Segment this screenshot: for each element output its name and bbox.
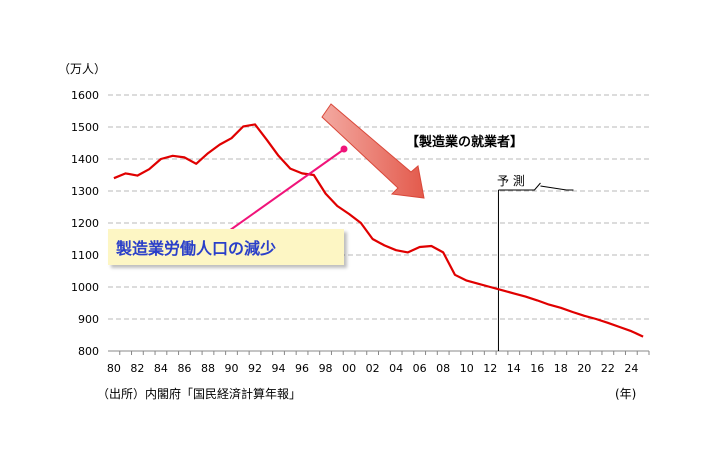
x-tick-marks [119,351,650,355]
y-tick-label: 1100 [71,249,99,262]
x-tick-label: 94 [272,362,286,375]
x-tick-label: 22 [601,362,615,375]
x-tick-label: 82 [130,362,144,375]
x-tick-label: 10 [460,362,474,375]
y-axis-unit-label: （万人） [58,62,107,76]
y-tick-label: 1200 [71,217,99,230]
y-tick-labels: 800 900 1000 1100 1200 1300 1400 1500 1600 [71,89,99,358]
y-tick-label: 1300 [71,185,99,198]
gridlines [108,94,649,352]
forecast-label: 予 測 [497,174,525,188]
annotation-callout: 製造業労働人口の減少 [108,229,344,265]
x-tick-label: 08 [436,362,450,375]
downward-trend-arrow [321,103,425,199]
x-tick-label: 98 [319,362,333,375]
y-tick-label: 1600 [71,89,99,102]
x-tick-label: 92 [248,362,262,375]
y-tick-label: 800 [78,345,99,358]
x-tick-label: 06 [413,362,427,375]
callout-pointer-line [225,149,344,234]
x-tick-label: 96 [295,362,309,375]
chart-title: 【製造業の就業者】 [406,135,524,150]
y-tick-label: 1500 [71,121,99,134]
x-tick-labels: 80 82 84 86 88 90 92 94 96 98 00 02 04 06 08 10 12 14 16 18… [107,362,638,375]
x-tick-label: 00 [342,362,356,375]
source-note: （出所）内閣府「国民経済計算年報」 [97,387,302,401]
x-tick-label: 02 [366,362,380,375]
x-tick-label: 20 [577,362,591,375]
x-tick-label: 14 [507,362,521,375]
x-tick-label: 88 [201,362,215,375]
x-tick-label: 24 [624,362,638,375]
x-tick-label: 90 [224,362,238,375]
x-axis-unit-label: (年) [615,387,637,401]
y-tick-label: 1000 [71,281,99,294]
x-tick-label: 16 [530,362,544,375]
series-line-manufacturing-workers [113,123,644,338]
annotation-text: 製造業労働人口の減少 [116,239,277,258]
x-tick-label: 12 [483,362,497,375]
forecast-bracket [498,182,574,191]
x-tick-label: 80 [107,362,121,375]
x-tick-label: 04 [389,362,403,375]
x-tick-label: 18 [554,362,568,375]
callout-pointer-dot [340,145,348,153]
y-tick-label: 900 [78,313,99,326]
x-tick-label: 86 [177,362,191,375]
x-tick-label: 84 [154,362,168,375]
y-tick-label: 1400 [71,153,99,166]
